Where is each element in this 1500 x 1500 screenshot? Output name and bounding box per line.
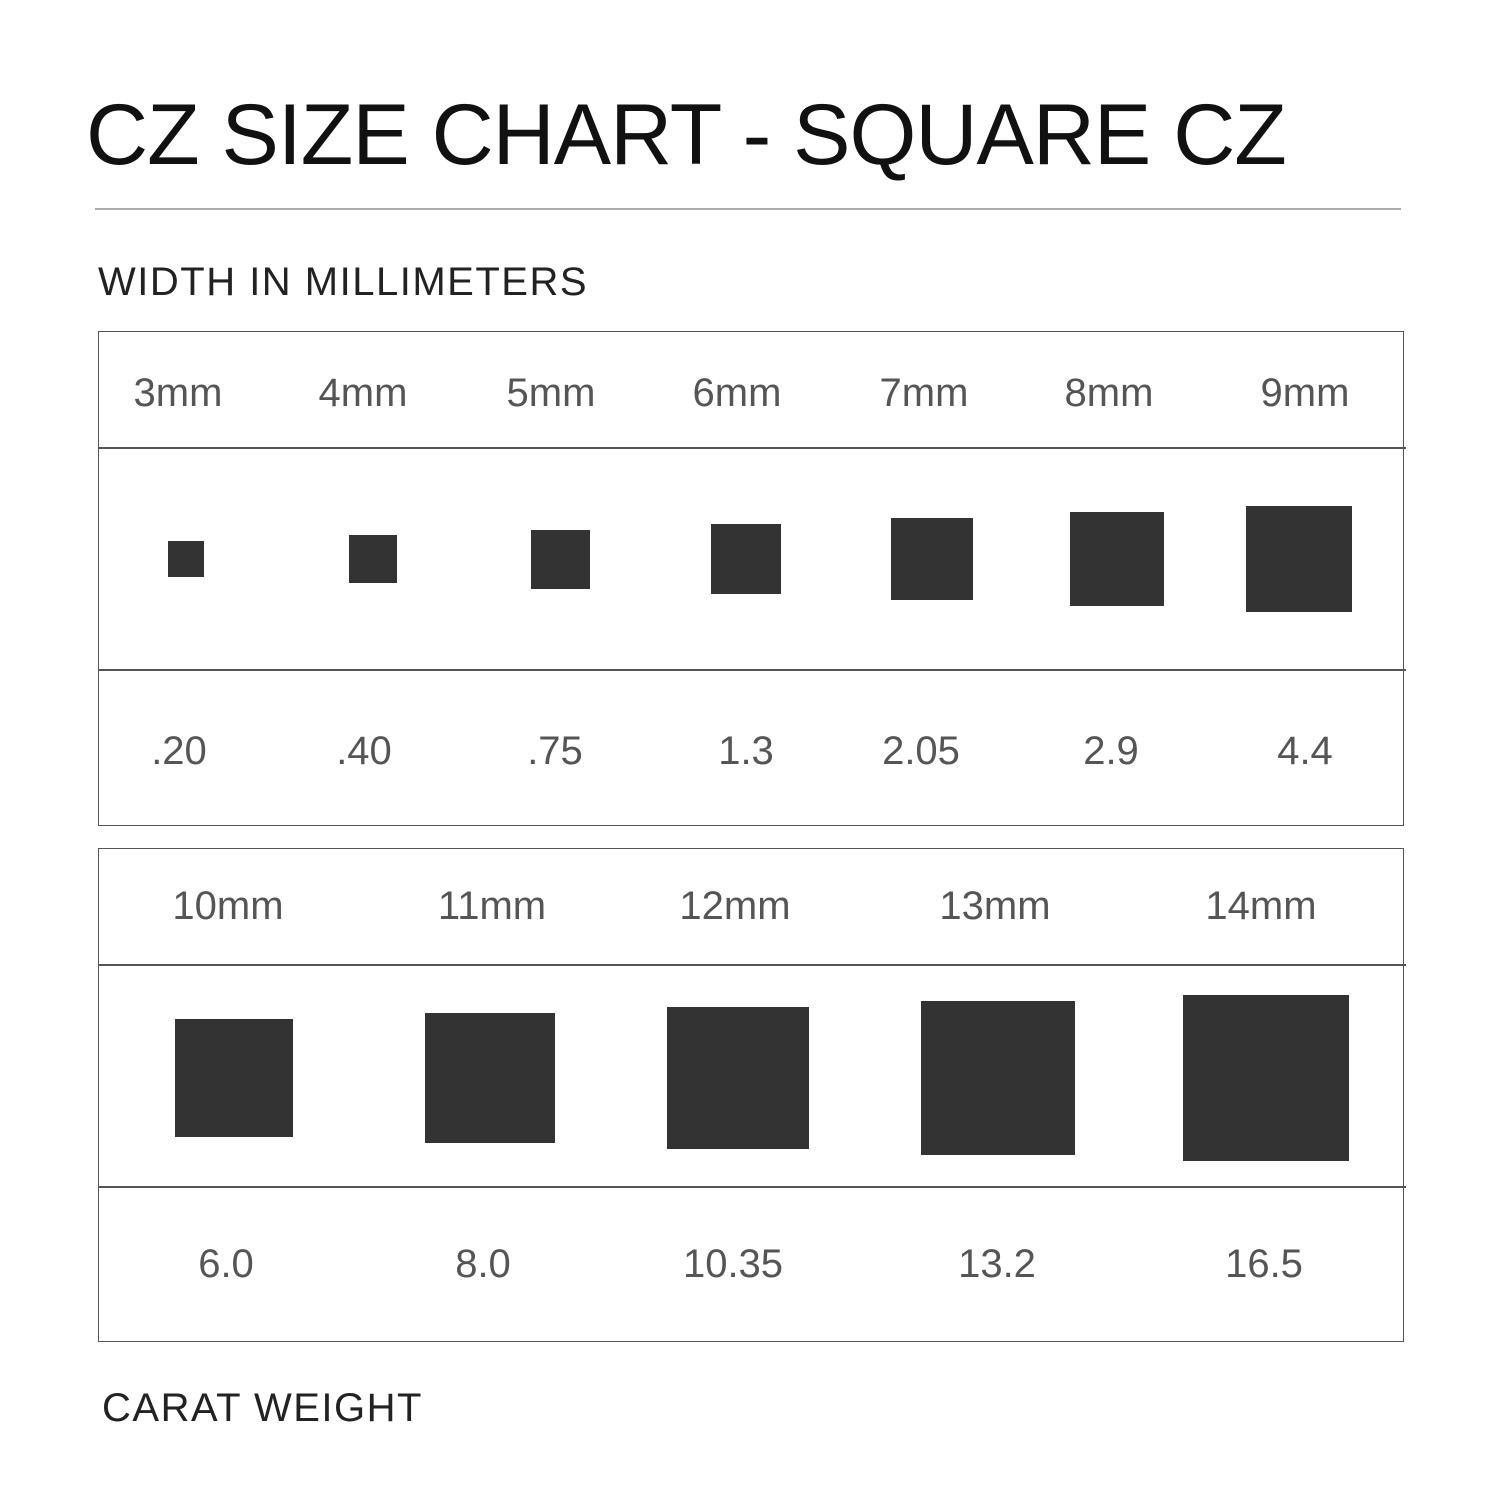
size-label: 13mm [939,884,1051,928]
divider [98,669,1406,671]
size-label: 5mm [506,371,596,415]
title-divider [95,208,1401,210]
square-stone-mark [667,1007,809,1149]
square-stone-mark [1069,511,1165,607]
square-stone-mark [349,535,397,583]
size-label: 9mm [1260,371,1350,415]
carat-value: 13.2 [958,1242,1036,1286]
size-label: 14mm [1205,884,1317,928]
carat-value: 2.05 [882,729,960,773]
carat-value: 2.9 [1083,729,1139,773]
square-stone-mark [530,529,590,589]
divider [98,1186,1406,1188]
carat-value: .75 [527,729,583,773]
size-label: 10mm [172,884,284,928]
carat-value: 10.35 [682,1242,784,1286]
square-stone-mark [921,1001,1075,1155]
size-label: 3mm [133,371,223,415]
carat-value: 1.3 [718,729,774,773]
square-stone-mark [890,517,974,601]
size-table-1 [98,331,1404,826]
divider [98,964,1406,966]
size-label: 11mm [437,884,547,928]
square-stone-mark [175,1019,293,1137]
divider [98,447,1406,449]
square-stone-mark [168,541,204,577]
carat-value: .20 [151,729,207,773]
carat-value: 16.5 [1225,1242,1303,1286]
size-label: 4mm [318,371,408,415]
size-label: 7mm [879,371,969,415]
size-label: 8mm [1064,371,1154,415]
carat-value: 4.4 [1277,729,1333,773]
square-stone-mark [1183,995,1349,1161]
width-label: WIDTH IN MILLIMETERS [98,260,589,304]
carat-value: 6.0 [198,1242,254,1286]
page-title: CZ SIZE CHART - SQUARE CZ [86,87,1287,183]
carat-label: CARAT WEIGHT [102,1386,423,1430]
size-label: 6mm [692,371,782,415]
square-stone-mark [710,523,782,595]
carat-value: 8.0 [455,1242,511,1286]
size-label: 12mm [679,884,791,928]
square-stone-mark [1245,505,1353,613]
square-stone-mark [425,1013,555,1143]
size-table-2 [98,848,1404,1342]
carat-value: .40 [336,729,392,773]
